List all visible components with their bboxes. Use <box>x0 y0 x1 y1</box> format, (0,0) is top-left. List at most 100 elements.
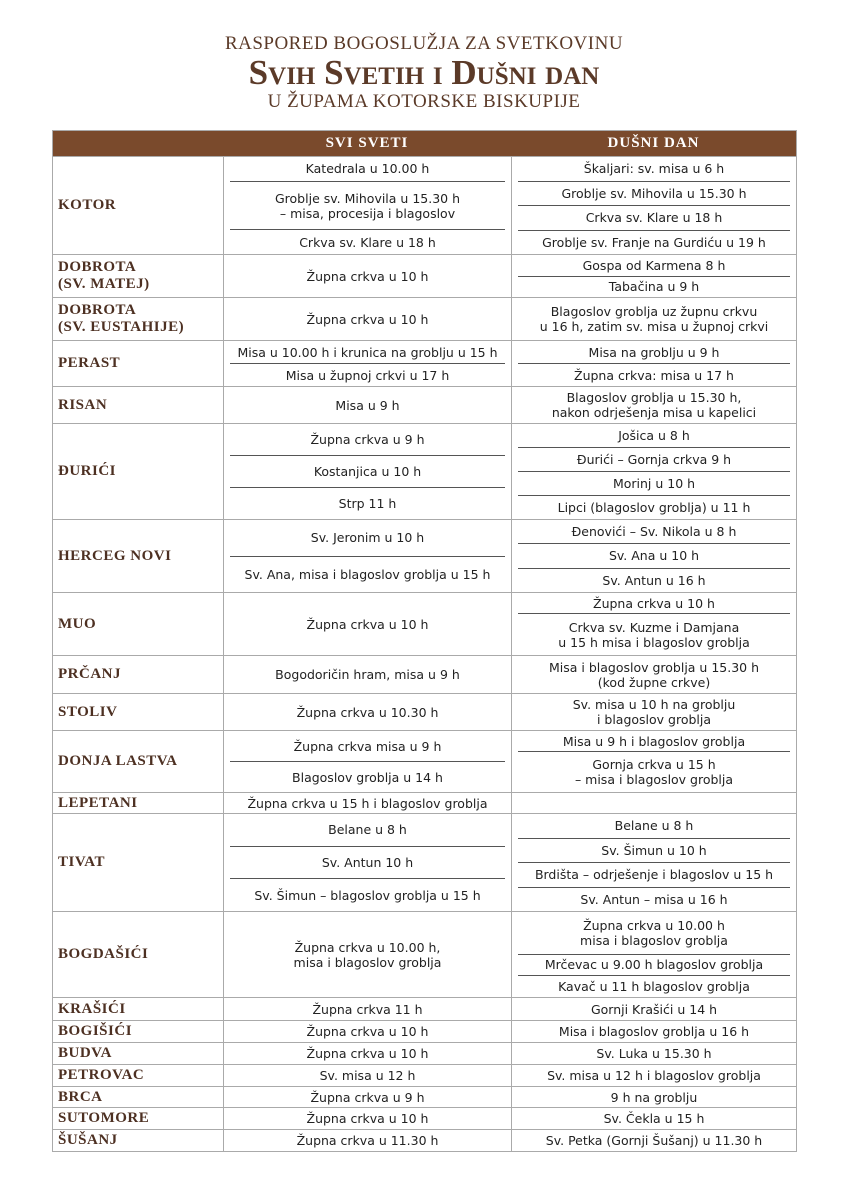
schedule-entry: Sv. Antun 10 h <box>230 845 505 879</box>
schedule-cell: Misa u 9 h i blagoslov groblja Gornja crk… <box>511 731 796 792</box>
schedule-cell: Bogodoričin hram, misa u 9 h <box>223 656 511 693</box>
table-row: BUDVA Župna crkva u 10 h Sv. Luka u 15.30 … <box>53 1042 796 1064</box>
schedule-entry: Kavač u 11 h blagoslov groblja <box>518 975 790 997</box>
schedule-entry: Kostanjica u 10 h <box>230 455 505 487</box>
schedule-cell: Sv. Petka (Gornji Šušanj) u 11.30 h <box>511 1130 796 1151</box>
table-row: DOBROTA (SV. EUSTAHIJE) Župna crkva u 10 … <box>53 297 796 340</box>
schedule-entry: Groblje sv. Mihovila u 15.30 h <box>518 180 790 206</box>
schedule-entry: Blagoslov groblja uz župnu crkvu u 16 h,… <box>539 304 769 334</box>
schedule-cell <box>511 793 796 813</box>
schedule-cell: Belane u 8 h Sv. Šimun u 10 h Brdišta – od… <box>511 814 796 911</box>
parish-name: BOGIŠIĆI <box>58 1023 133 1039</box>
schedule-entry: Škaljari: sv. misa u 6 h <box>583 161 725 177</box>
parish-name: STOLIV <box>58 703 118 720</box>
schedule-table: SVI SVETI DUŠNI DAN KOTOR Katedrala u 10.… <box>52 130 797 1152</box>
schedule-cell: Župna crkva u 10 h Crkva sv. Kuzme i Damj… <box>511 593 796 655</box>
schedule-entry: Sv. Antun – misa u 16 h <box>518 886 790 912</box>
schedule-entry: Sv. Šimun u 10 h <box>518 837 790 863</box>
schedule-entry: Blagoslov groblja u 15.30 h, nakon odrje… <box>551 390 757 420</box>
schedule-entry: Brdišta – odrješenje i blagoslov u 15 h <box>518 862 790 887</box>
schedule-cell: Župna crkva u 10.30 h <box>223 694 511 730</box>
schedule-cell: Gornji Krašići u 14 h <box>511 998 796 1020</box>
table-row: DONJA LASTVA Župna crkva misa u 9 h Blagos… <box>53 730 796 792</box>
schedule-entry: Sv. misa u 12 h <box>319 1068 416 1083</box>
parish-name: ĐURIĆI <box>58 463 117 479</box>
parish-name: TIVAT <box>58 854 105 870</box>
table-row: KRAŠIĆI Župna crkva 11 h Gornji Krašići u … <box>53 997 796 1020</box>
table-row: BOGIŠIĆI Župna crkva u 10 h Misa i blagosl… <box>53 1020 796 1042</box>
parish-name: KRAŠIĆI <box>58 1000 126 1017</box>
schedule-cell: Župna crkva u 10 h <box>223 593 511 655</box>
schedule-cell: Župna crkva u 9 h Kostanjica u 10 h Strp 1… <box>223 424 511 519</box>
parish-name: PETROVAC <box>58 1067 145 1083</box>
schedule-entry: Mrčevac u 9.00 h blagoslov groblja <box>518 953 790 976</box>
schedule-cell: Župna crkva 11 h <box>223 998 511 1020</box>
schedule-cell: Župna crkva u 10.00 h misa i blagoslov g… <box>511 912 796 997</box>
table-row: TIVAT Belane u 8 h Sv. Antun 10 h Sv. Šimun… <box>53 813 796 911</box>
parish-name: ŠUŠANJ <box>58 1132 118 1148</box>
table-row: RISAN Misa u 9 h Blagoslov groblja u 15.30… <box>53 386 796 423</box>
table-row: ŠUŠANJ Župna crkva u 11.30 h Sv. Petka (Go… <box>53 1129 796 1151</box>
schedule-entry: Misa u 9 h <box>335 397 400 413</box>
table-row: SUTOMORE Župna crkva u 10 h Sv. Čekla u 15… <box>53 1107 796 1129</box>
schedule-entry: Bogodoričin hram, misa u 9 h <box>275 667 460 682</box>
schedule-entry: Sv. Luka u 15.30 h <box>596 1046 712 1061</box>
schedule-entry: Župna crkva u 10 h <box>306 311 429 327</box>
schedule-entry: Strp 11 h <box>230 487 505 519</box>
parish-name: PERAST <box>58 355 121 371</box>
schedule-cell: Župna crkva u 11.30 h <box>223 1130 511 1151</box>
schedule-cell: Misa u 9 h <box>223 387 511 423</box>
schedule-entry: Misa u 9 h i blagoslov groblja <box>562 733 746 749</box>
schedule-cell: Župna crkva u 10.00 h, misa i blagoslov … <box>223 912 511 997</box>
schedule-cell: Sv. misa u 10 h na groblju i blagoslov g… <box>511 694 796 730</box>
table-row: BOGDAŠIĆI Župna crkva u 10.00 h, misa i b… <box>53 911 796 997</box>
schedule-entry: Đurići – Gornja crkva 9 h <box>518 447 790 471</box>
parish-name: BRCA <box>58 1088 103 1105</box>
schedule-cell: Sv. Jeronim u 10 h Sv. Ana, misa i blagos… <box>223 520 511 592</box>
schedule-cell: Župna crkva u 10 h <box>223 255 511 297</box>
schedule-entry: Misa na groblju u 9 h <box>588 344 720 360</box>
schedule-entry: Blagoslov groblja u 14 h <box>230 761 505 792</box>
parish-name: HERCEG NOVI <box>58 547 172 564</box>
parish-name: PRČANJ <box>58 666 121 682</box>
parish-name: MUO <box>58 615 97 632</box>
table-row: BRCA Župna crkva u 9 h 9 h na groblju <box>53 1086 796 1107</box>
schedule-entry: Župna crkva u 10 h <box>306 1024 429 1039</box>
schedule-entry: Groblje sv. Franje na Gurdiću u 19 h <box>518 229 790 255</box>
parish-name: LEPETANI <box>58 794 138 811</box>
schedule-entry: Sv. Ana, misa i blagoslov groblja u 15 h <box>230 555 505 593</box>
schedule-entry: Đenovići – Sv. Nikola u 8 h <box>571 524 737 540</box>
table-row: KOTOR Katedrala u 10.00 h Groblje sv. Miho… <box>53 156 796 254</box>
schedule-entry: Župna crkva u 10.30 h <box>296 704 439 720</box>
schedule-entry: Belane u 8 h <box>614 818 694 834</box>
schedule-entry: Gospa od Karmena 8 h <box>582 257 726 273</box>
schedule-cell: Misa i blagoslov groblja u 15.30 h (kod … <box>511 656 796 693</box>
schedule-entry: Župna crkva: misa u 17 h <box>518 363 790 386</box>
schedule-cell: Sv. misa u 12 h i blagoslov groblja <box>511 1065 796 1086</box>
header: RASPORED BOGOSLUŽJA ZA SVETKOVINU Svih S… <box>0 32 848 114</box>
schedule-entry: Lipci (blagoslov groblja) u 11 h <box>518 495 790 519</box>
schedule-cell: Župna crkva misa u 9 h Blagoslov groblja … <box>223 731 511 792</box>
schedule-entry: Sv. misa u 12 h i blagoslov groblja <box>547 1068 761 1083</box>
schedule-entry: Misa u župnoj crkvi u 17 h <box>230 363 505 386</box>
schedule-entry: Sv. misa u 10 h na groblju i blagoslov g… <box>572 697 736 727</box>
parish-name: SUTOMORE <box>58 1110 150 1126</box>
schedule-entry: Župna crkva u 10 h <box>306 616 429 632</box>
schedule-cell: Župna crkva u 10 h <box>223 1043 511 1064</box>
schedule-entry: Misa u 10.00 h i krunica na groblju u 15… <box>237 344 498 360</box>
schedule-entry: Župna crkva u 10.00 h, misa i blagoslov … <box>293 939 442 970</box>
schedule-entry: Župna crkva u 10 h <box>306 268 429 284</box>
schedule-entry: Župna crkva u 10 h <box>306 1046 429 1061</box>
schedule-entry: Župna crkva 11 h <box>312 1001 423 1017</box>
schedule-entry: 9 h na groblju <box>610 1089 698 1105</box>
schedule-cell: Đenovići – Sv. Nikola u 8 h Sv. Ana u 10 … <box>511 520 796 592</box>
schedule-cell: Jošica u 8 h Đurići – Gornja crkva 9 h Mor… <box>511 424 796 519</box>
schedule-entry: Sv. Antun u 16 h <box>518 567 790 592</box>
header-line: U ŽUPAMA KOTORSKE BISKUPIJE <box>267 91 581 112</box>
schedule-entry: Župna crkva u 15 h i blagoslov groblja <box>247 795 488 811</box>
schedule-cell: Sv. Čekla u 15 h <box>511 1108 796 1129</box>
header-line: RASPORED BOGOSLUŽJA ZA SVETKOVINU <box>224 33 624 54</box>
column-header: SVI SVETI <box>325 135 409 151</box>
schedule-entry: Sv. Čekla u 15 h <box>603 1111 705 1126</box>
